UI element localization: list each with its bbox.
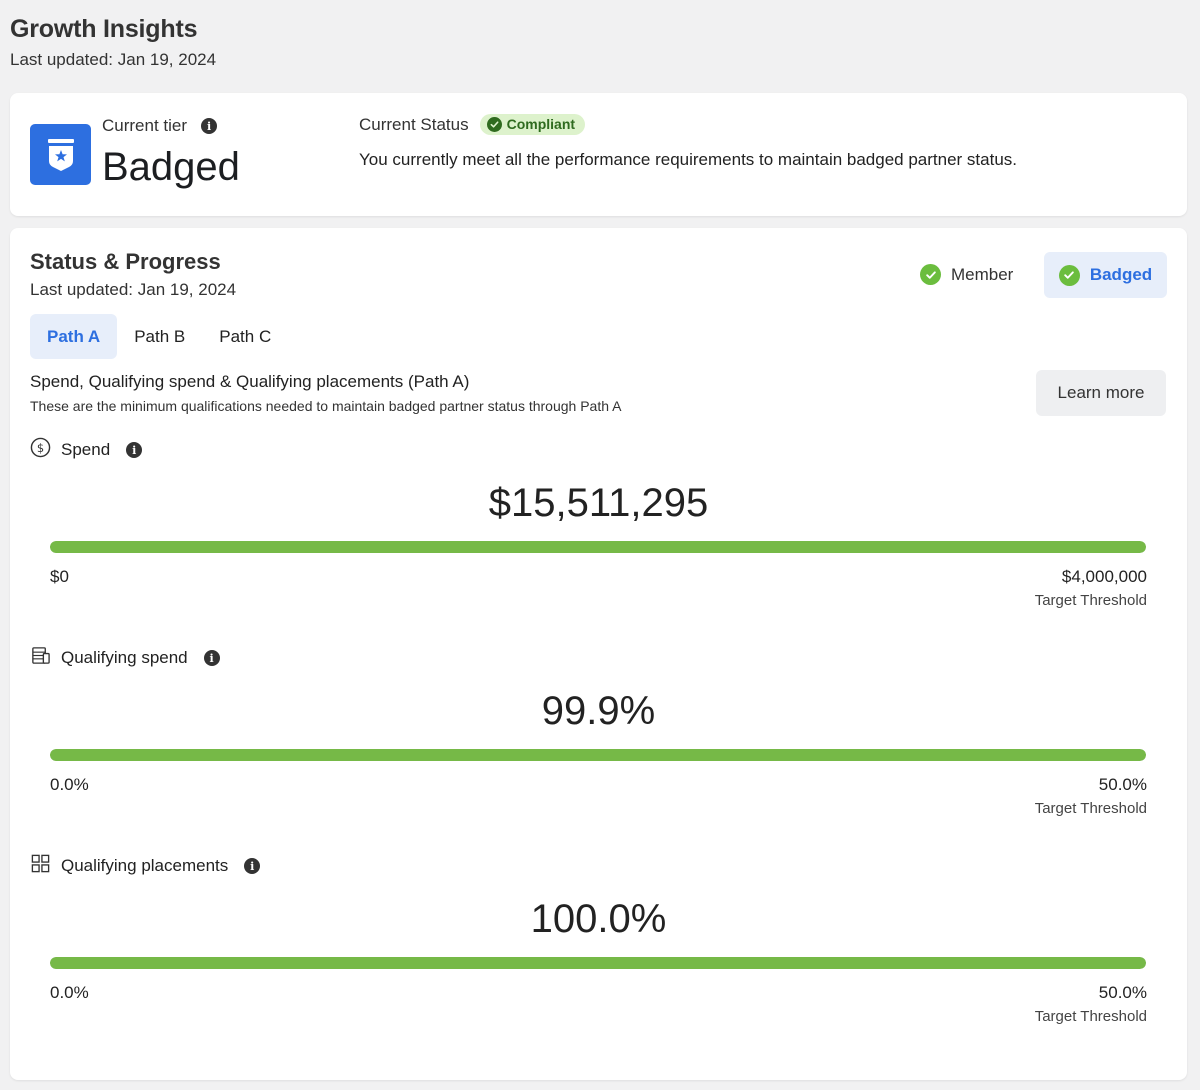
current-tier-label-text: Current tier <box>102 116 188 135</box>
page-title: Growth Insights <box>10 15 198 43</box>
progress-bar-fill <box>50 541 1146 553</box>
progress-min: 0.0% <box>50 983 89 1002</box>
metric-value: 99.9% <box>541 689 656 733</box>
info-icon[interactable]: i <box>201 118 218 134</box>
tab-path-a[interactable]: Path A <box>30 314 118 359</box>
metric-label: Qualifying placements <box>61 856 229 875</box>
tier-badged[interactable]: Badged <box>1044 252 1167 298</box>
page-header: Growth Insights Last updated: Jan 19, 20… <box>10 15 216 70</box>
learn-more-button[interactable]: Learn more <box>1036 370 1166 416</box>
metric-header: Qualifying placements i <box>30 853 261 879</box>
badge-shield-icon <box>30 124 91 185</box>
metric-value: $15,511,295 <box>488 481 709 525</box>
status-progress-title: Status & Progress <box>30 249 221 274</box>
progress-bar <box>50 541 1146 553</box>
stack-icon <box>30 645 51 671</box>
progress-bar-fill <box>50 957 1146 969</box>
current-status-label: Current Status <box>359 114 469 134</box>
metric-qualifying-placements: Qualifying placements i 100.0% 0.0% 50.0… <box>10 853 1187 1053</box>
path-tabs: Path A Path B Path C <box>30 314 288 359</box>
progress-bar-fill <box>50 749 1146 761</box>
grid-icon <box>30 853 51 879</box>
progress-bar <box>50 957 1146 969</box>
compliant-status-badge: Compliant <box>479 114 586 135</box>
current-status-description: You currently meet all the performance r… <box>359 150 1018 169</box>
metric-header: $ Spend i <box>30 437 143 463</box>
path-title: Spend, Qualifying spend & Qualifying pla… <box>30 372 470 391</box>
progress-min: 0.0% <box>50 775 89 794</box>
info-icon[interactable]: i <box>126 442 143 458</box>
svg-text:$: $ <box>37 441 44 455</box>
current-tier-card: Current tier i Badged Current Status Com… <box>10 93 1187 216</box>
metric-value: 100.0% <box>530 897 667 941</box>
metric-spend: $ Spend i $15,511,295 $0 $4,000,000 Targ… <box>10 437 1187 637</box>
tier-member[interactable]: Member <box>920 264 1013 285</box>
progress-max: $4,000,000 <box>1061 567 1147 586</box>
metric-header: Qualifying spend i <box>30 645 220 671</box>
status-progress-last-updated: Last updated: Jan 19, 2024 <box>30 280 237 299</box>
tier-member-label: Member <box>951 264 1014 284</box>
tab-path-c[interactable]: Path C <box>219 326 272 346</box>
current-status-row: Current Status Compliant <box>359 114 586 135</box>
progress-max: 50.0% <box>1098 775 1147 794</box>
compliant-status-text: Compliant <box>506 116 576 132</box>
current-tier-value: Badged <box>102 145 240 189</box>
current-tier-label: Current tier i <box>102 116 218 136</box>
target-threshold-label: Target Threshold <box>1034 592 1147 609</box>
status-progress-card: Status & Progress Last updated: Jan 19, … <box>10 228 1187 1080</box>
tier-badged-label: Badged <box>1089 265 1153 284</box>
info-icon[interactable]: i <box>244 858 261 874</box>
dollar-circle-icon: $ <box>30 437 51 463</box>
info-icon[interactable]: i <box>203 650 220 666</box>
progress-bar <box>50 749 1146 761</box>
metric-label: Spend <box>61 440 111 459</box>
tab-path-b[interactable]: Path B <box>134 326 186 346</box>
progress-max: 50.0% <box>1098 983 1147 1002</box>
metric-label: Qualifying spend <box>61 648 188 667</box>
page-last-updated: Last updated: Jan 19, 2024 <box>10 50 217 69</box>
target-threshold-label: Target Threshold <box>1034 1008 1147 1025</box>
metric-qualifying-spend: Qualifying spend i 99.9% 0.0% 50.0% Targ… <box>10 645 1187 845</box>
path-description: These are the minimum qualifications nee… <box>30 398 622 414</box>
check-circle-icon <box>1058 264 1080 286</box>
target-threshold-label: Target Threshold <box>1034 800 1147 817</box>
progress-min: $0 <box>50 567 69 586</box>
check-circle-icon <box>486 116 502 132</box>
check-circle-icon <box>920 264 941 285</box>
